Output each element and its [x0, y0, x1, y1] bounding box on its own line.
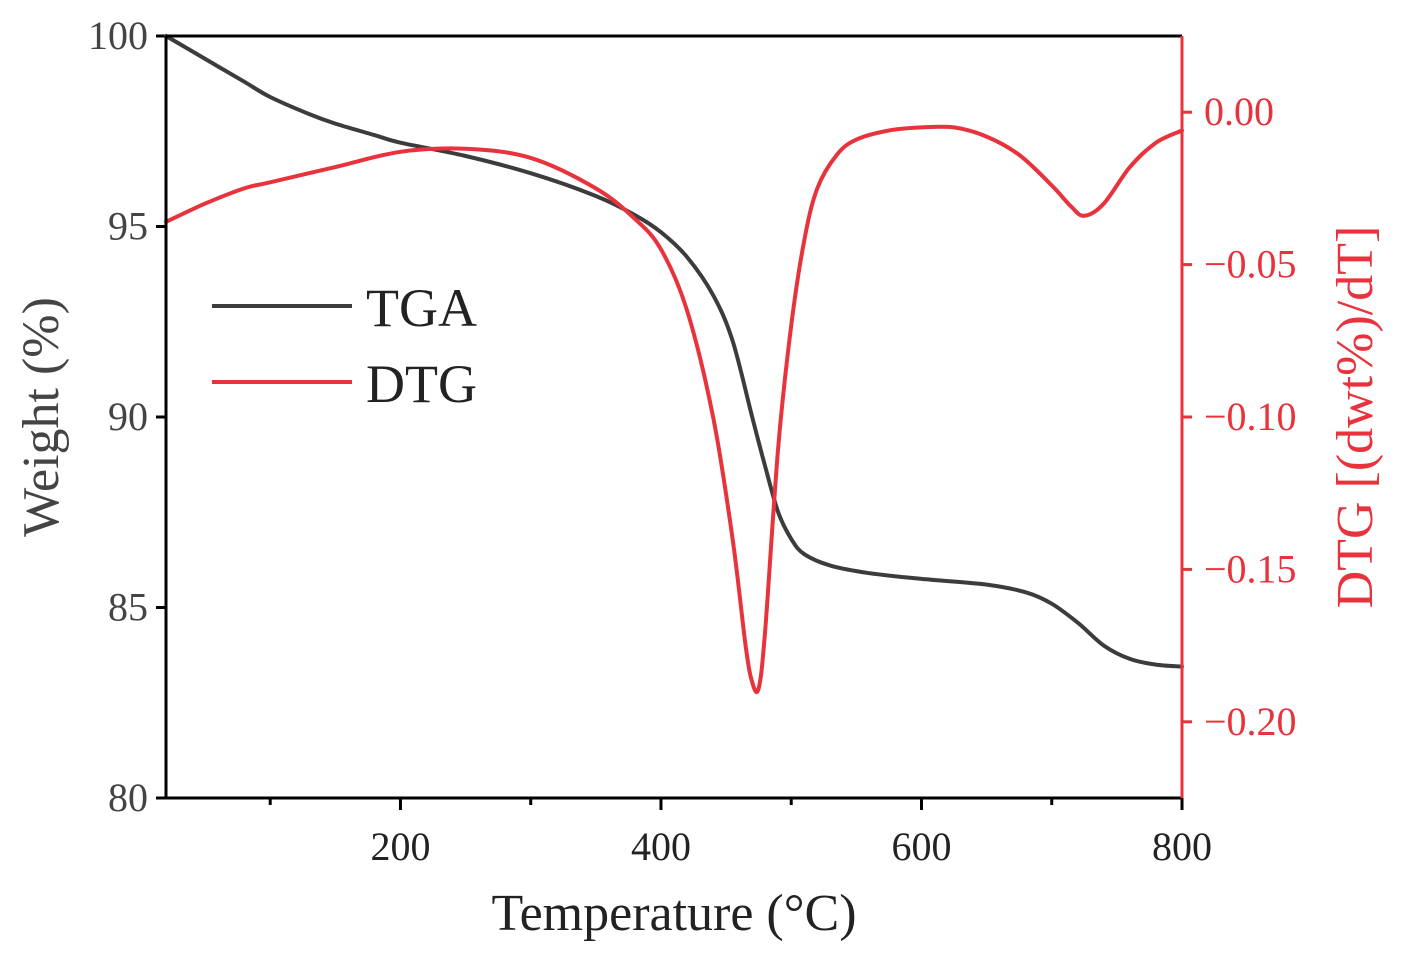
y2-axis-title: DTG [(dwt%)/dT]	[1327, 226, 1384, 609]
series-line-tga	[164, 34, 1184, 669]
y-tick-label: 100	[88, 13, 148, 58]
y2-axis-ticks: 0.00 −0.05 −0.10 −0.15 −0.20	[1182, 89, 1297, 744]
y2-tick-label: −0.15	[1204, 546, 1297, 591]
y2-tick-label: −0.10	[1204, 394, 1297, 439]
y-tick-label: 80	[108, 775, 148, 820]
series-layer	[164, 34, 1184, 695]
x-axis-title: Temperature (°C)	[491, 885, 856, 942]
x-tick-label: 400	[631, 824, 691, 869]
y-tick-label: 90	[108, 394, 148, 439]
y2-tick-label: 0.00	[1204, 89, 1274, 134]
legend: TGA DTG	[212, 278, 477, 414]
x-tick-label: 800	[1152, 824, 1212, 869]
x-tick-label: 600	[891, 824, 951, 869]
x-tick-label: 200	[370, 824, 430, 869]
y-tick-label: 95	[108, 204, 148, 249]
legend-dtg-label: DTG	[366, 354, 477, 414]
y-axis-title: Weight (%)	[13, 297, 70, 537]
y2-tick-label: −0.05	[1204, 242, 1297, 287]
y-axis-ticks: 80 85 90 95 100	[88, 13, 166, 820]
y2-tick-label: −0.20	[1204, 699, 1297, 744]
legend-tga-label: TGA	[366, 278, 477, 338]
y-tick-label: 85	[108, 585, 148, 630]
x-axis-ticks: 200 400 600 800	[268, 798, 1212, 869]
series-line-dtg	[164, 124, 1184, 695]
